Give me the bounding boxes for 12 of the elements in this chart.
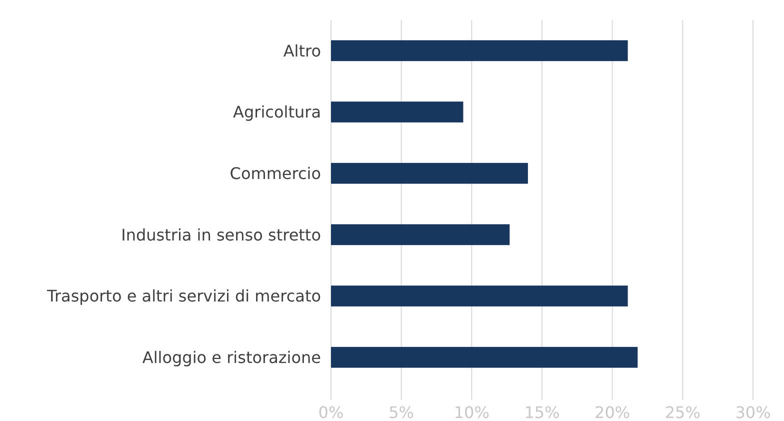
- y-tick-label: Trasporto e altri servizi di mercato: [46, 286, 321, 306]
- bar: [331, 346, 638, 368]
- y-tick-label: Alloggio e ristorazione: [142, 348, 321, 367]
- bar: [331, 224, 510, 246]
- y-tick-label: Agricoltura: [233, 102, 321, 122]
- y-tick-label: Commercio: [230, 164, 321, 183]
- y-tick-label: Industria in senso stretto: [121, 225, 321, 244]
- y-tick-label: Altro: [283, 41, 321, 60]
- bar: [331, 102, 464, 122]
- bar: [331, 40, 628, 62]
- bar: [331, 286, 628, 306]
- bar: [331, 162, 528, 184]
